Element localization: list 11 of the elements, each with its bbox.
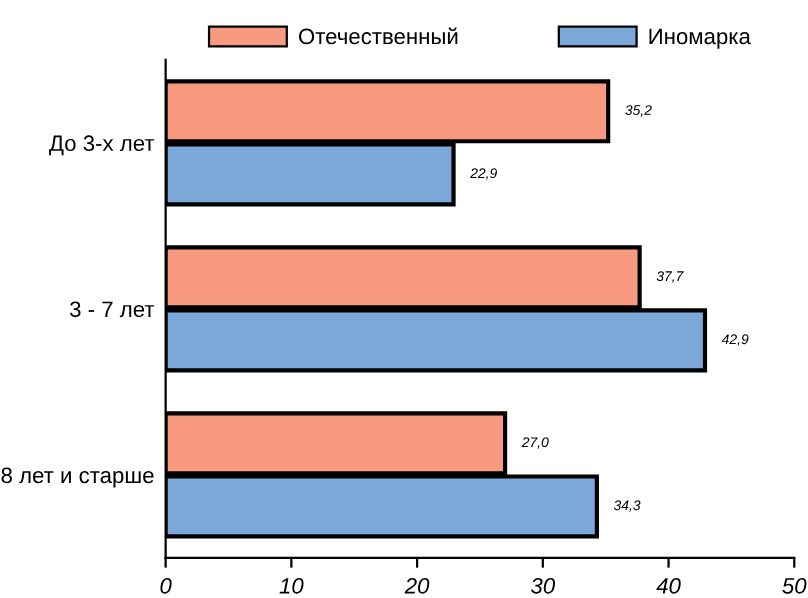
- y-tick-label: До 3-х лет: [49, 135, 155, 156]
- legend-label: Отечественный: [298, 27, 458, 45]
- legend-label: Иномарка: [649, 28, 751, 49]
- x-tick-label: 50: [782, 577, 807, 594]
- x-tick-label: 0: [160, 577, 172, 594]
- x-tick-label: 30: [530, 577, 555, 594]
- x-tick-label: 10: [279, 577, 304, 594]
- y-tick-label: 8 лет и старше: [1, 467, 154, 488]
- y-tick-label: 3 - 7 лет: [69, 301, 155, 318]
- x-tick-label: 20: [404, 577, 430, 594]
- x-tick-label: 40: [656, 577, 681, 594]
